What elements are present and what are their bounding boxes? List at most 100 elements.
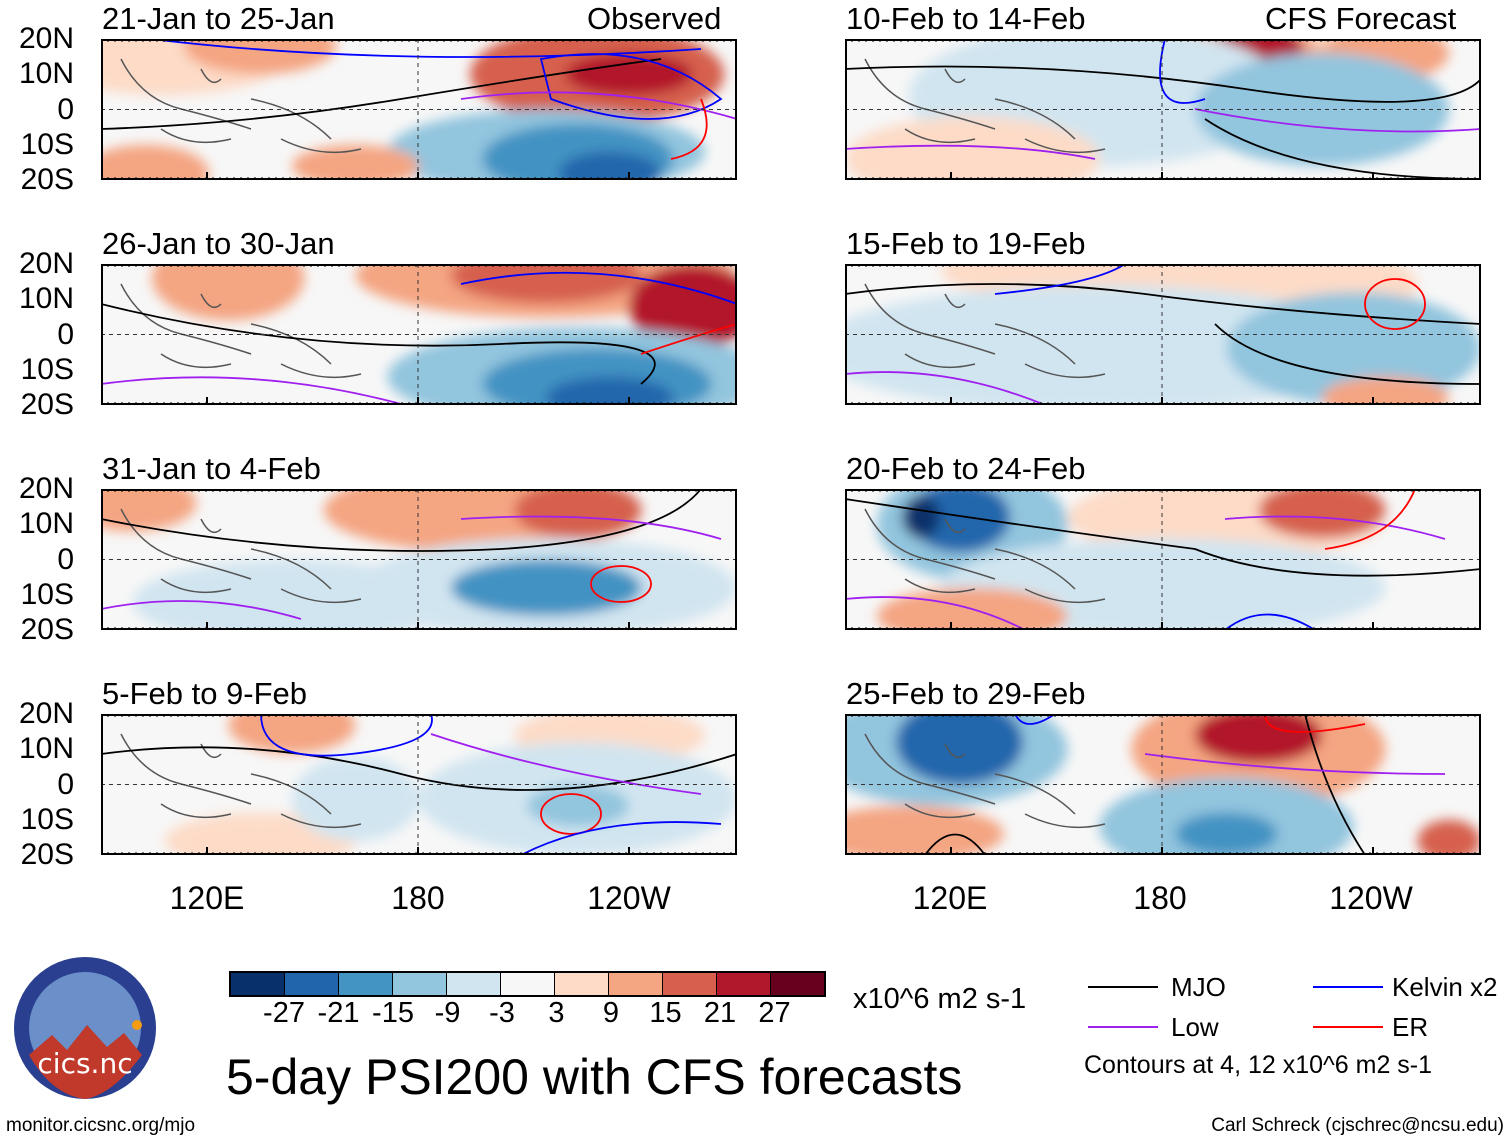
lat-label: 10N [18,732,74,766]
map-panel-l3 [101,714,737,855]
contour-line [101,489,702,552]
figure-title: 5-day PSI200 with CFS forecasts [226,1049,963,1105]
map-panel-l0 [101,39,737,180]
legend-label-mjo: MJO [1171,972,1226,1002]
cics-logo: cics.nc [14,957,156,1099]
anomaly-blob [902,496,941,539]
legend-line-er [1313,1026,1383,1028]
contour-line [539,53,723,120]
colorbar-swatch [771,973,824,995]
colorbar-swatch [393,973,447,995]
lat-label: 20N [18,697,74,730]
panel-title: 21-Jan to 25-Jan [102,1,335,36]
lat-label: 10S [20,802,74,836]
legend-line-mjo [1088,986,1158,988]
anomaly-blob [527,784,629,827]
lon-label: 120E [912,880,988,916]
anomaly-blob [895,714,1024,785]
lat-label: 10S [20,127,74,161]
panel-title: 10-Feb to 14-Feb [846,1,1086,36]
anomaly-blob [228,714,356,754]
anomaly-blob [565,53,693,96]
legend-label-kelvin: Kelvin x2 [1392,972,1498,1002]
coastline [120,508,362,604]
panel-title: 31-Jan to 4-Feb [102,451,321,486]
colorbar-swatch [231,973,285,995]
legend-label-er: ER [1392,1012,1429,1042]
coastline [120,733,362,829]
observed-label: Observed [587,1,722,36]
anomaly-blob [101,489,197,532]
colorbar-swatch [663,973,717,995]
colorbar-swatch [285,973,339,995]
lat-label: 0 [57,542,74,576]
footer-credit: Carl Schreck (cjschrec@ncsu.edu) [1211,1115,1504,1136]
colorbar-swatch [717,973,771,995]
anomaly-blob [101,144,210,180]
contour-line [150,39,702,58]
anomaly-blob [183,39,337,75]
footer-url[interactable]: monitor.cicsnc.org/mjo [6,1115,196,1136]
contour-line [1204,118,1481,180]
coastline [864,58,1106,154]
colorbar-label: 15 [649,997,682,1029]
lat-label: 10S [20,352,74,386]
lon-label: 120E [169,880,245,916]
contour-line [1264,714,1366,733]
anomaly-blob [1322,376,1450,405]
anomaly-blob [1194,53,1450,166]
coastline [864,508,1106,604]
colorbar-swatch [609,973,663,995]
contour-note: Contours at 4, 12 x10^6 m2 s-1 [1084,1051,1433,1079]
anomaly-blob [845,805,1004,855]
map-panel-l1 [101,264,737,405]
anomaly-blob [151,264,305,321]
colorbar-label: 3 [548,997,565,1029]
lat-label: 20N [18,22,74,55]
lat-label: 20S [20,613,74,646]
lat-label: 10N [18,57,74,91]
contour-line [430,733,702,795]
contour-line [1214,323,1481,385]
lon-label: 120W [1329,880,1413,916]
contour-line [590,565,652,603]
anomaly-blob [628,264,737,349]
coastline [864,733,1106,829]
contour-line [101,600,302,620]
colorbar-swatch [447,973,501,995]
lat-label: 20N [18,472,74,505]
anomaly-blob [1417,819,1481,855]
legend-line-low [1088,1026,1158,1028]
anomaly-blob [291,756,419,841]
forecast-label: CFS Forecast [1265,1,1457,36]
panel-title: 20-Feb to 24-Feb [846,451,1086,486]
lat-label: 10S [20,577,74,611]
colorbar-label: 21 [703,997,737,1029]
anomaly-blob [1194,714,1322,764]
lon-label: 180 [1133,880,1187,916]
contour-line [520,821,722,855]
lat-label: 10N [18,507,74,541]
anomaly-blob [845,116,1100,180]
colorbar-label: -3 [489,997,515,1029]
contour-line [460,515,722,540]
contour-line [1224,613,1316,630]
panel-title: 25-Feb to 29-Feb [846,676,1086,711]
contour-line [1014,714,1056,725]
lat-label: 20S [20,163,74,196]
contour-line [994,264,1126,295]
coastline [864,283,1106,379]
colorbar-label: -9 [434,997,461,1029]
contour-line [845,596,1026,630]
anomaly-blob [1258,489,1386,539]
contour-line [101,746,737,791]
contour-line [1364,278,1426,330]
lat-label: 20N [18,247,74,280]
svg-text:cics.nc: cics.nc [37,1047,132,1080]
legend-line-kelvin [1313,986,1383,988]
colorbar-label: 9 [602,997,620,1029]
lat-label: 0 [57,92,74,126]
contour-line [460,271,737,305]
contour-line [1224,515,1446,540]
colorbar-swatch [555,973,609,995]
